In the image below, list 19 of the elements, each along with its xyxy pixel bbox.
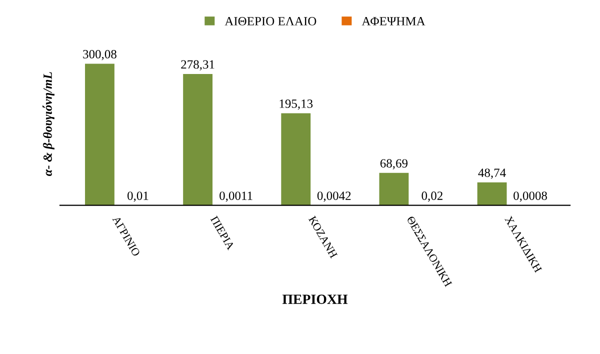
data-label: 0,01 [128, 192, 148, 202]
bar [281, 113, 311, 206]
data-label: 48,74 [478, 168, 506, 179]
data-label: 300,08 [83, 50, 116, 60]
legend-label: ΑΦΕΨΗΜΑ [362, 17, 426, 26]
data-label: 195,13 [280, 100, 313, 110]
data-label: 0,0011 [220, 192, 252, 202]
bar [379, 172, 409, 206]
legend-label: ΑΙΘΕΡΙΟ ΕΛΑΙΟ [224, 17, 316, 26]
data-label: 0,02 [422, 192, 442, 202]
data-label: 68,69 [380, 159, 408, 170]
x-axis-title: ΠΕΡΙΟΧΗ [282, 294, 348, 304]
data-label: 0,0008 [514, 192, 547, 202]
data-label: 278,31 [181, 60, 214, 70]
bar [183, 74, 213, 206]
bar [477, 182, 507, 206]
bar [85, 64, 114, 206]
data-label: 0,0042 [317, 192, 351, 202]
y-axis-title: α- & β-θουγιόνη/mL [42, 72, 54, 176]
